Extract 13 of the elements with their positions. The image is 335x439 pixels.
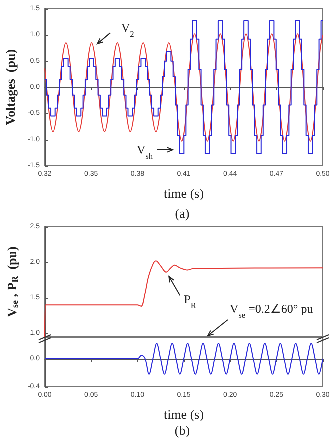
text: (a) bbox=[175, 206, 190, 221]
annotation: P$_{R}$ bbox=[184, 292, 197, 310]
y-axis-title: Vse , PR (pu) bbox=[4, 246, 20, 318]
annotation: V$_{2}$ bbox=[122, 21, 134, 39]
x-axis-title: time (s) bbox=[164, 407, 204, 422]
x-axis-title: time (s) bbox=[164, 186, 204, 201]
line-series bbox=[44, 260, 324, 337]
line-series bbox=[44, 34, 324, 142]
line-series bbox=[44, 343, 324, 375]
y-axis-title: Voltages (pu) bbox=[3, 49, 18, 126]
annotation: V$_{se}$ =0.2∠60° pu bbox=[230, 302, 314, 320]
text: (b) bbox=[174, 423, 190, 438]
annotation: V$_{sh}$ bbox=[137, 143, 154, 160]
